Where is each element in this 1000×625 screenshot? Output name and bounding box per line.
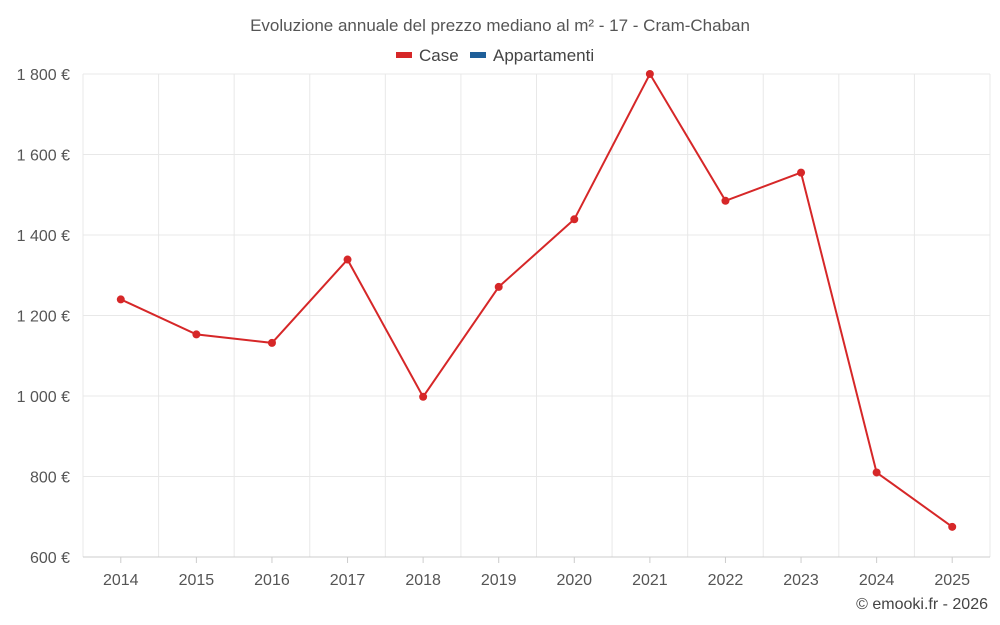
legend-swatch-case: [396, 52, 412, 58]
x-tick-label: 2021: [632, 572, 668, 589]
data-point[interactable]: [494, 282, 503, 291]
y-tick-label: 1 000 €: [17, 389, 70, 406]
x-tick-label: 2015: [179, 572, 215, 589]
y-tick-label: 1 800 €: [17, 67, 70, 84]
data-point[interactable]: [192, 330, 201, 339]
data-point[interactable]: [872, 468, 881, 477]
legend: Case Appartamenti: [396, 46, 594, 65]
data-point[interactable]: [721, 196, 730, 205]
x-tick-label: 2014: [103, 572, 139, 589]
x-tick-label: 2019: [481, 572, 517, 589]
y-tick-label: 1 600 €: [17, 148, 70, 165]
data-point[interactable]: [797, 168, 806, 177]
x-tick-label: 2018: [405, 572, 441, 589]
chart-title: Evoluzione annuale del prezzo mediano al…: [250, 16, 750, 35]
x-tick-label: 2024: [859, 572, 895, 589]
data-point[interactable]: [116, 295, 125, 304]
data-point[interactable]: [948, 522, 957, 531]
y-tick-label: 1 200 €: [17, 309, 70, 326]
y-tick-label: 1 400 €: [17, 228, 70, 245]
data-point[interactable]: [267, 338, 276, 347]
y-tick-label: 600 €: [30, 550, 70, 567]
x-tick-label: 2016: [254, 572, 290, 589]
x-tick-label: 2017: [330, 572, 366, 589]
data-point[interactable]: [645, 70, 654, 78]
axes: 600 € 800 € 1 000 € 1 200 € 1 400 € 1 600 € 1 …: [17, 67, 990, 589]
legend-label-appartamenti: Appartamenti: [493, 46, 594, 65]
legend-item-appartamenti[interactable]: Appartamenti: [470, 46, 594, 65]
legend-swatch-appartamenti: [470, 52, 486, 58]
grid: [82, 73, 991, 557]
series: [116, 70, 957, 531]
legend-item-case[interactable]: Case: [396, 46, 459, 65]
data-point[interactable]: [570, 215, 579, 224]
data-point[interactable]: [343, 255, 352, 264]
x-tick-label: 2023: [783, 572, 819, 589]
credit-text: © emooki.fr - 2026: [856, 596, 988, 613]
x-tick-label: 2025: [934, 572, 970, 589]
y-tick-label: 800 €: [30, 470, 70, 487]
data-point[interactable]: [419, 392, 428, 401]
x-tick-label: 2022: [708, 572, 744, 589]
series-line-case: [120, 71, 953, 528]
x-tick-label: 2020: [556, 572, 592, 589]
legend-label-case: Case: [419, 46, 459, 65]
